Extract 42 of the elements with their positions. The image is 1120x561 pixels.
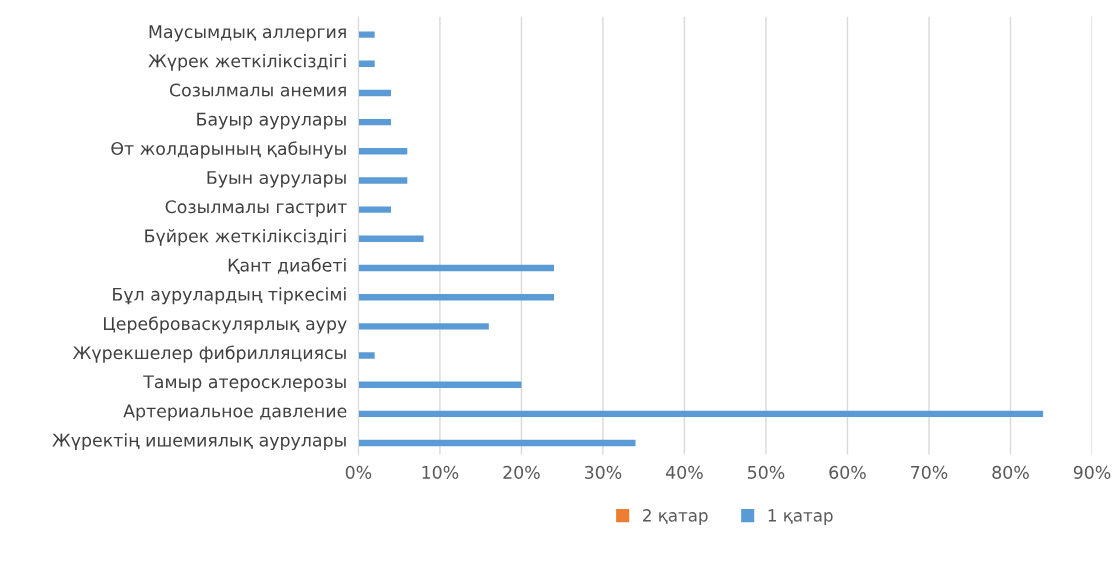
x-tick-label: 70% xyxy=(911,465,948,479)
bar xyxy=(358,410,1044,418)
bar xyxy=(358,235,424,243)
x-tick-label: 40% xyxy=(666,465,703,479)
y-tick-label: Тамыр атеросклерозы xyxy=(143,375,346,392)
bar xyxy=(358,148,408,155)
x-tick-label: 50% xyxy=(748,465,785,479)
bar xyxy=(358,31,375,38)
y-tick-label: Цереброваскулярлық ауру xyxy=(104,316,347,334)
bar xyxy=(358,293,555,301)
bar xyxy=(358,60,375,68)
y-tick-label: Өт жолдарының қабынуы xyxy=(111,141,346,159)
y-tick-label: Жүрекшелер фибрилляциясы xyxy=(73,345,346,363)
y-tick-label: Бұл аурулардың тіркесімі xyxy=(113,287,346,305)
y-tick-label: Жүректің ишемиялық аурулары xyxy=(52,433,346,451)
x-tick-label: 90% xyxy=(1073,465,1111,479)
bar xyxy=(358,439,636,447)
x-tick-label: 80% xyxy=(992,465,1029,479)
y-tick-label: Бүйрек жеткіліксіздігі xyxy=(145,229,346,246)
x-tick-label: 30% xyxy=(584,465,622,479)
bar xyxy=(358,323,489,330)
y-tick-label: Бауыр аурулары xyxy=(197,112,346,130)
bar xyxy=(358,352,375,359)
y-tick-label: Қант диабеті xyxy=(228,257,346,275)
y-tick-label: Созылмалы анемия xyxy=(169,83,346,97)
y-tick-label: Артериальное давление xyxy=(123,404,347,421)
y-tick-label: Созылмалы гастрит xyxy=(165,200,347,217)
bar xyxy=(358,177,408,184)
bar xyxy=(358,89,391,97)
bar xyxy=(358,381,522,388)
y-tick-label: Буын аурулары xyxy=(207,171,346,188)
legend-label: 2 қатар xyxy=(643,509,708,525)
bar xyxy=(358,264,555,272)
bar xyxy=(358,206,391,213)
x-tick-label: 10% xyxy=(422,465,459,479)
x-tick-label: 20% xyxy=(503,465,540,479)
y-tick-label: Жүрек жеткіліксіздігі xyxy=(148,53,346,71)
bar xyxy=(358,118,391,126)
x-tick-label: 60% xyxy=(829,465,866,479)
x-tick-label: 0% xyxy=(345,465,372,479)
y-tick-label: Маусымдық аллергия xyxy=(149,25,346,42)
legend-label: 1 қатар xyxy=(768,509,833,525)
